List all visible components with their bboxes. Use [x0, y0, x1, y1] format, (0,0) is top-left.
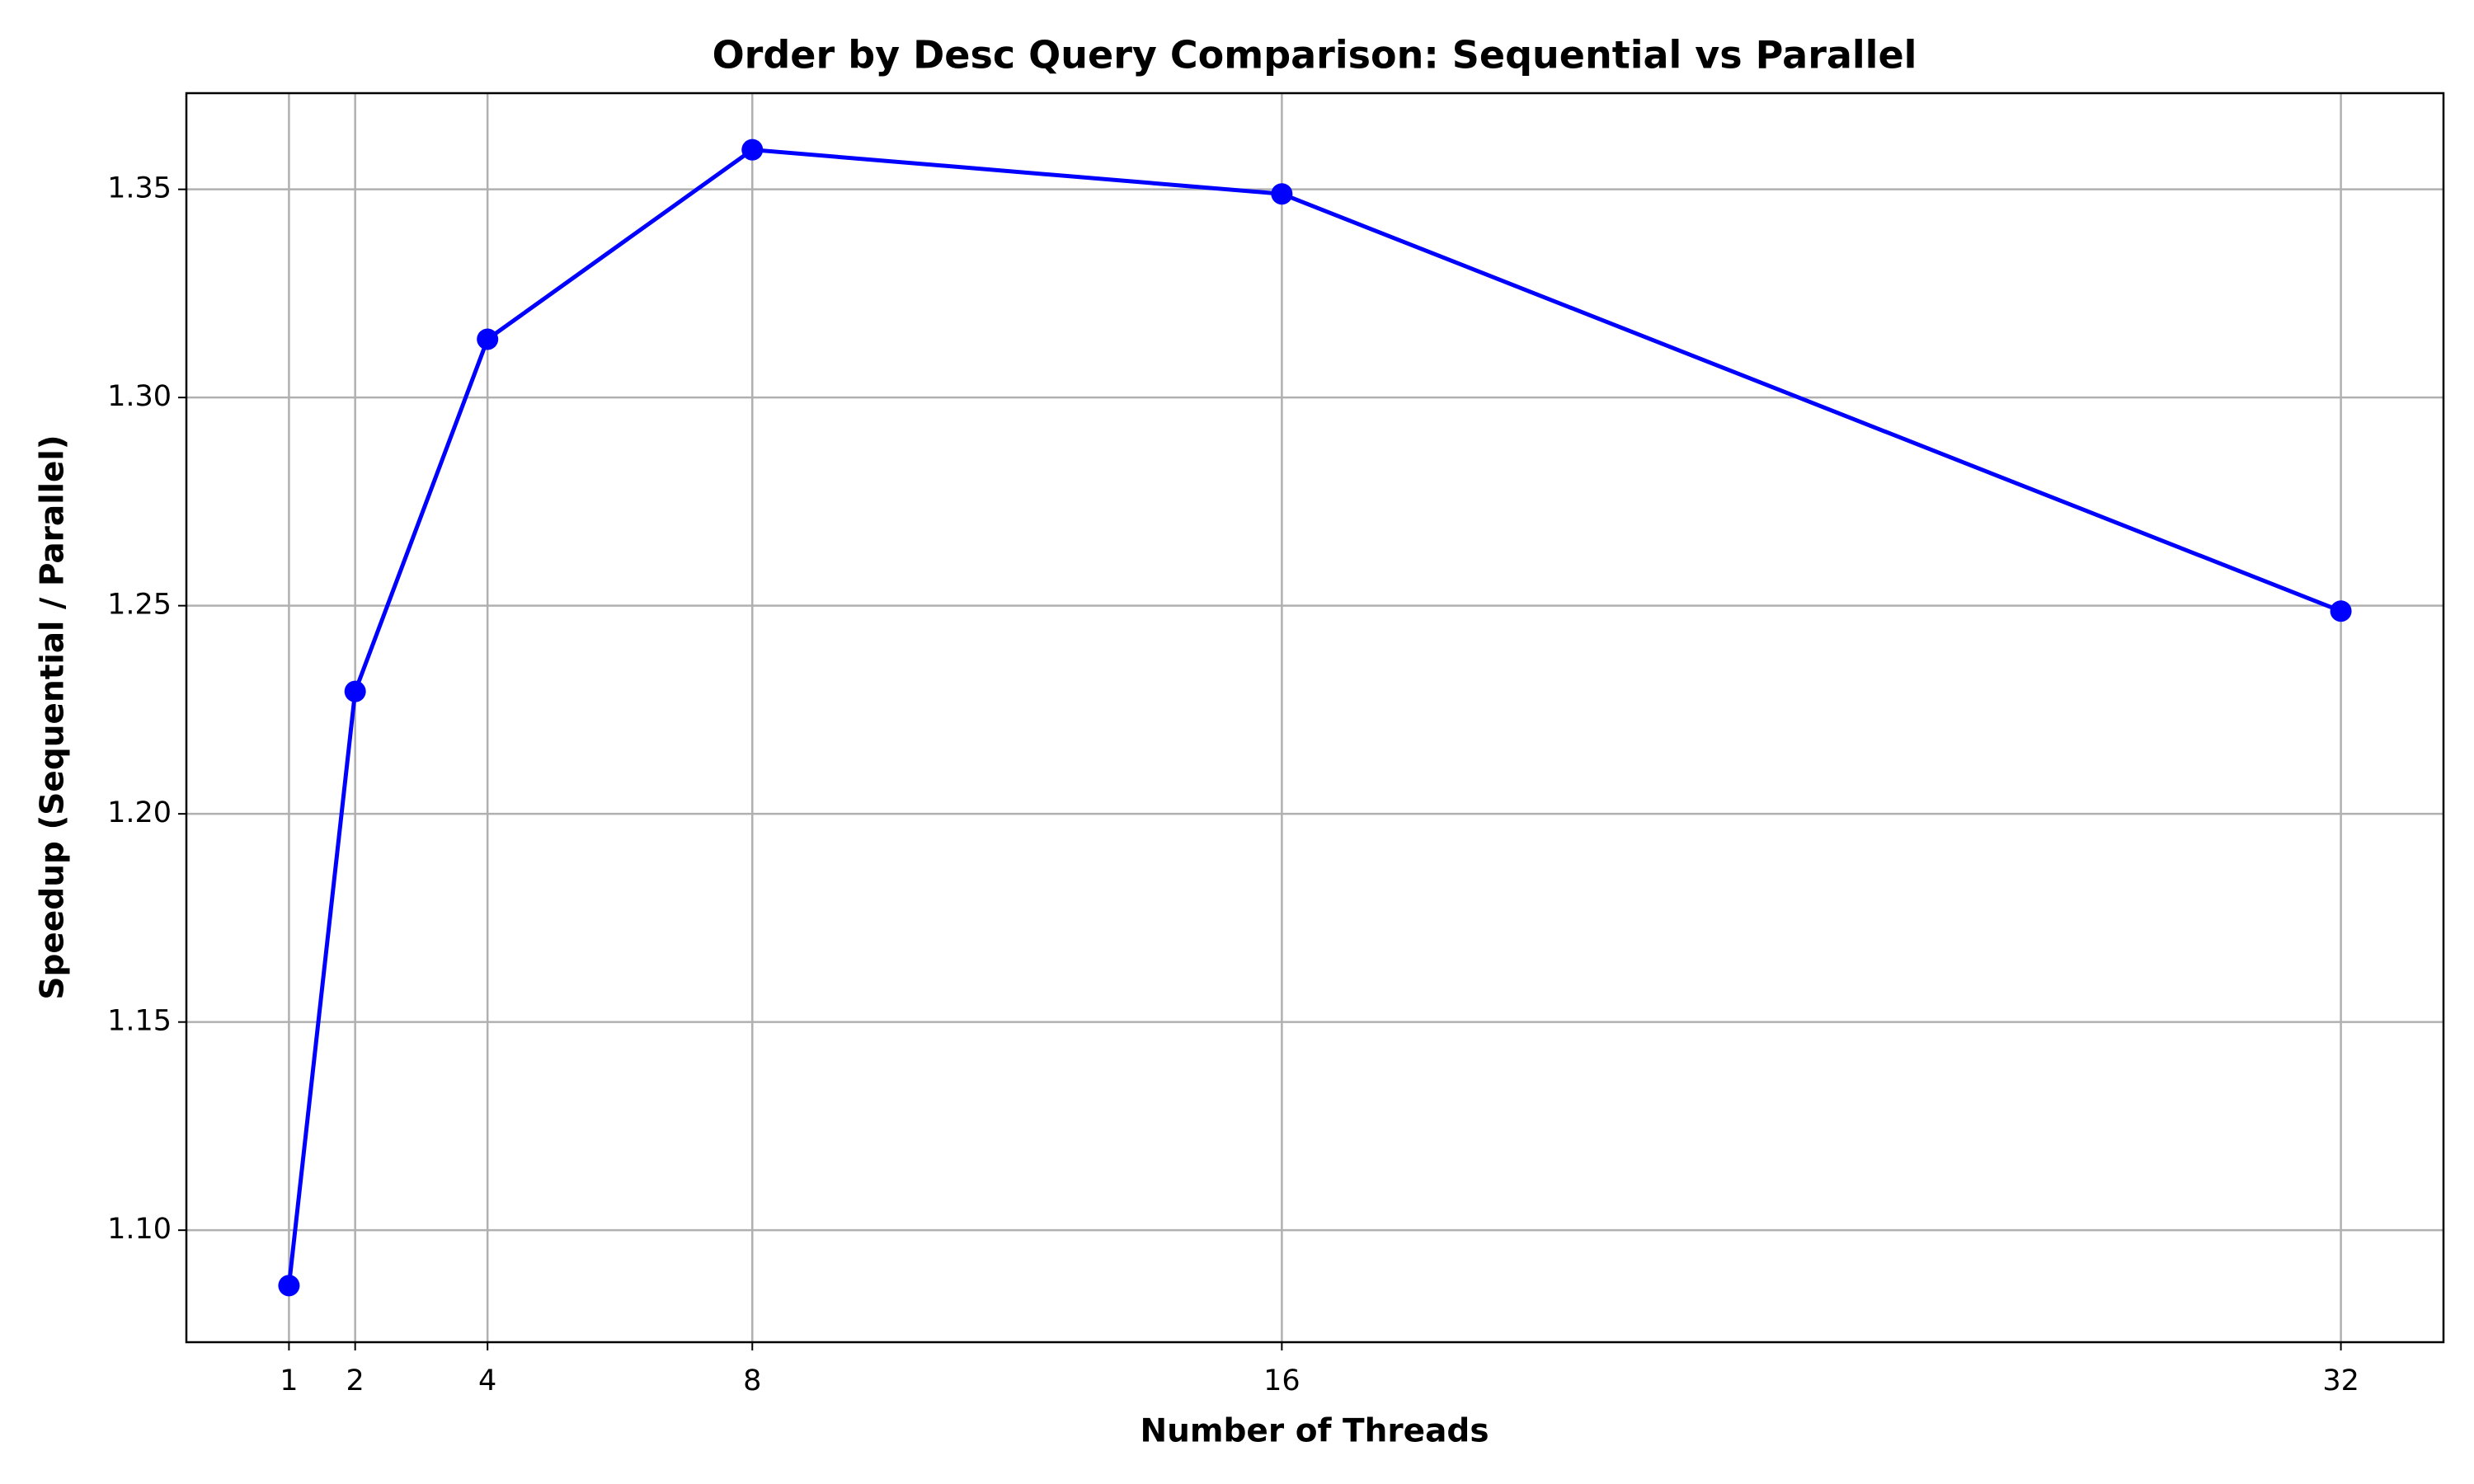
marker — [344, 680, 366, 702]
x-axis-label: Number of Threads — [1140, 1413, 1489, 1450]
x-tick-label: 4 — [478, 1364, 496, 1397]
y-tick-label: 1.25 — [107, 589, 172, 622]
marker — [2330, 600, 2352, 622]
y-tick-label: 1.30 — [107, 380, 172, 413]
marker — [741, 139, 764, 161]
chart-title: Order by Desc Query Comparison: Sequenti… — [713, 33, 1917, 77]
x-tick-label: 8 — [743, 1364, 761, 1397]
marker — [278, 1275, 300, 1297]
y-tick-label: 1.10 — [107, 1213, 172, 1246]
y-axis-label: Speedup (Sequential / Parallel) — [35, 434, 72, 999]
y-tick-label: 1.15 — [107, 1005, 172, 1038]
x-tick-label: 32 — [2322, 1364, 2359, 1397]
plot-frame — [185, 92, 2445, 1344]
x-tick-label: 1 — [280, 1364, 298, 1397]
line — [286, 148, 2342, 1286]
marker — [477, 328, 499, 350]
y-tick-label: 1.20 — [107, 796, 172, 829]
marker — [1271, 183, 1293, 205]
y-tick-label: 1.35 — [107, 172, 172, 205]
x-tick-label: 16 — [1263, 1364, 1300, 1397]
x-tick-label: 2 — [346, 1364, 365, 1397]
